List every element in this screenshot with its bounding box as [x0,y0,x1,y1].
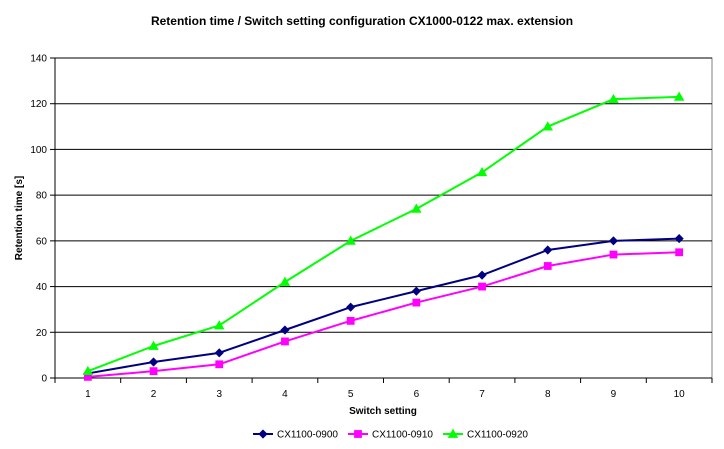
legend-label: CX1100-0900 [277,430,338,441]
data-point-CX1100-0920 [82,365,94,376]
data-point-CX1100-0910 [346,316,355,325]
data-point-CX1100-0920 [476,166,488,177]
data-point-CX1100-0900 [280,325,290,335]
data-point-CX1100-0910 [281,337,289,346]
data-point-CX1100-0910 [149,367,158,376]
series-line-CX1100-0900 [87,237,680,375]
series-CX1100-0910 [83,248,684,381]
x-tick-label: 10 [674,389,686,400]
data-point-CX1100-0910 [412,298,421,307]
data-point-CX1100-0900 [411,286,421,296]
x-tick-label: 8 [545,389,551,400]
y-axis-title: Retention time [s] [14,176,25,260]
series-line-CX1100-0920 [87,95,680,373]
y-tick-label: 40 [36,282,48,293]
data-point-CX1100-0920 [608,93,619,104]
y-tick-label: 80 [36,191,48,202]
data-point-CX1100-0920 [673,91,685,101]
x-tick-label: 3 [216,389,222,400]
data-point-CX1100-0910 [609,250,618,259]
x-tick-label: 7 [479,389,485,400]
axes [50,57,713,383]
legend-item-CX1100-0910: CX1100-0910 [348,430,433,441]
data-point-CX1100-0900 [148,357,159,367]
data-point-CX1100-0900 [346,302,356,312]
data-point-CX1100-0900 [214,348,224,358]
series-CX1100-0920 [82,91,685,376]
data-point-CX1100-0920 [411,203,422,213]
x-axis-title: Switch setting [349,406,417,417]
plot-area [54,57,713,379]
legend-label: CX1100-0920 [467,430,528,441]
gridlines [54,57,713,379]
chart-title: Retention time / Switch setting configur… [151,14,573,28]
x-tick-label: 1 [85,389,91,400]
legend-marker [258,429,268,439]
x-tick-label: 4 [282,389,288,400]
data-point-CX1100-0920 [279,276,291,286]
data-point-CX1100-0900 [674,234,684,244]
series-line-CX1100-0910 [87,251,680,378]
y-tick-label: 100 [30,145,47,156]
legend-marker [447,428,459,438]
x-tick-label: 9 [611,389,617,400]
data-point-CX1100-0900 [543,245,553,255]
legend: CX1100-0900 CX1100-0910 CX1100-0920 [253,428,528,441]
legend-item-CX1100-0900: CX1100-0900 [253,429,338,441]
y-tick-label: 20 [36,328,48,339]
legend-label: CX1100-0910 [372,430,433,441]
y-tick-label: 140 [30,54,47,65]
y-tick-label: 120 [30,99,47,110]
data-point-CX1100-0920 [542,121,553,131]
data-point-CX1100-0900 [477,270,487,280]
legend-item-CX1100-0920: CX1100-0920 [443,428,528,441]
x-tick-label: 6 [414,389,420,400]
data-point-CX1100-0910 [543,262,552,270]
data-point-CX1100-0920 [148,340,159,350]
x-tick-label: 5 [348,389,354,400]
x-tick-label: 2 [151,389,157,400]
data-point-CX1100-0920 [214,320,225,330]
data-point-CX1100-0900 [608,236,619,246]
data-point-CX1100-0920 [345,235,356,245]
data-series [82,91,685,381]
data-point-CX1100-0910 [675,248,684,257]
data-point-CX1100-0910 [215,360,224,369]
data-point-CX1100-0910 [478,282,486,291]
y-tick-label: 0 [41,374,47,385]
legend-marker [354,430,362,438]
tick-labels: 0 20 40 60 80 100 120 140 1 2 3 4 5 6 7 8 9 10 [30,54,685,401]
y-tick-label: 60 [36,236,48,247]
